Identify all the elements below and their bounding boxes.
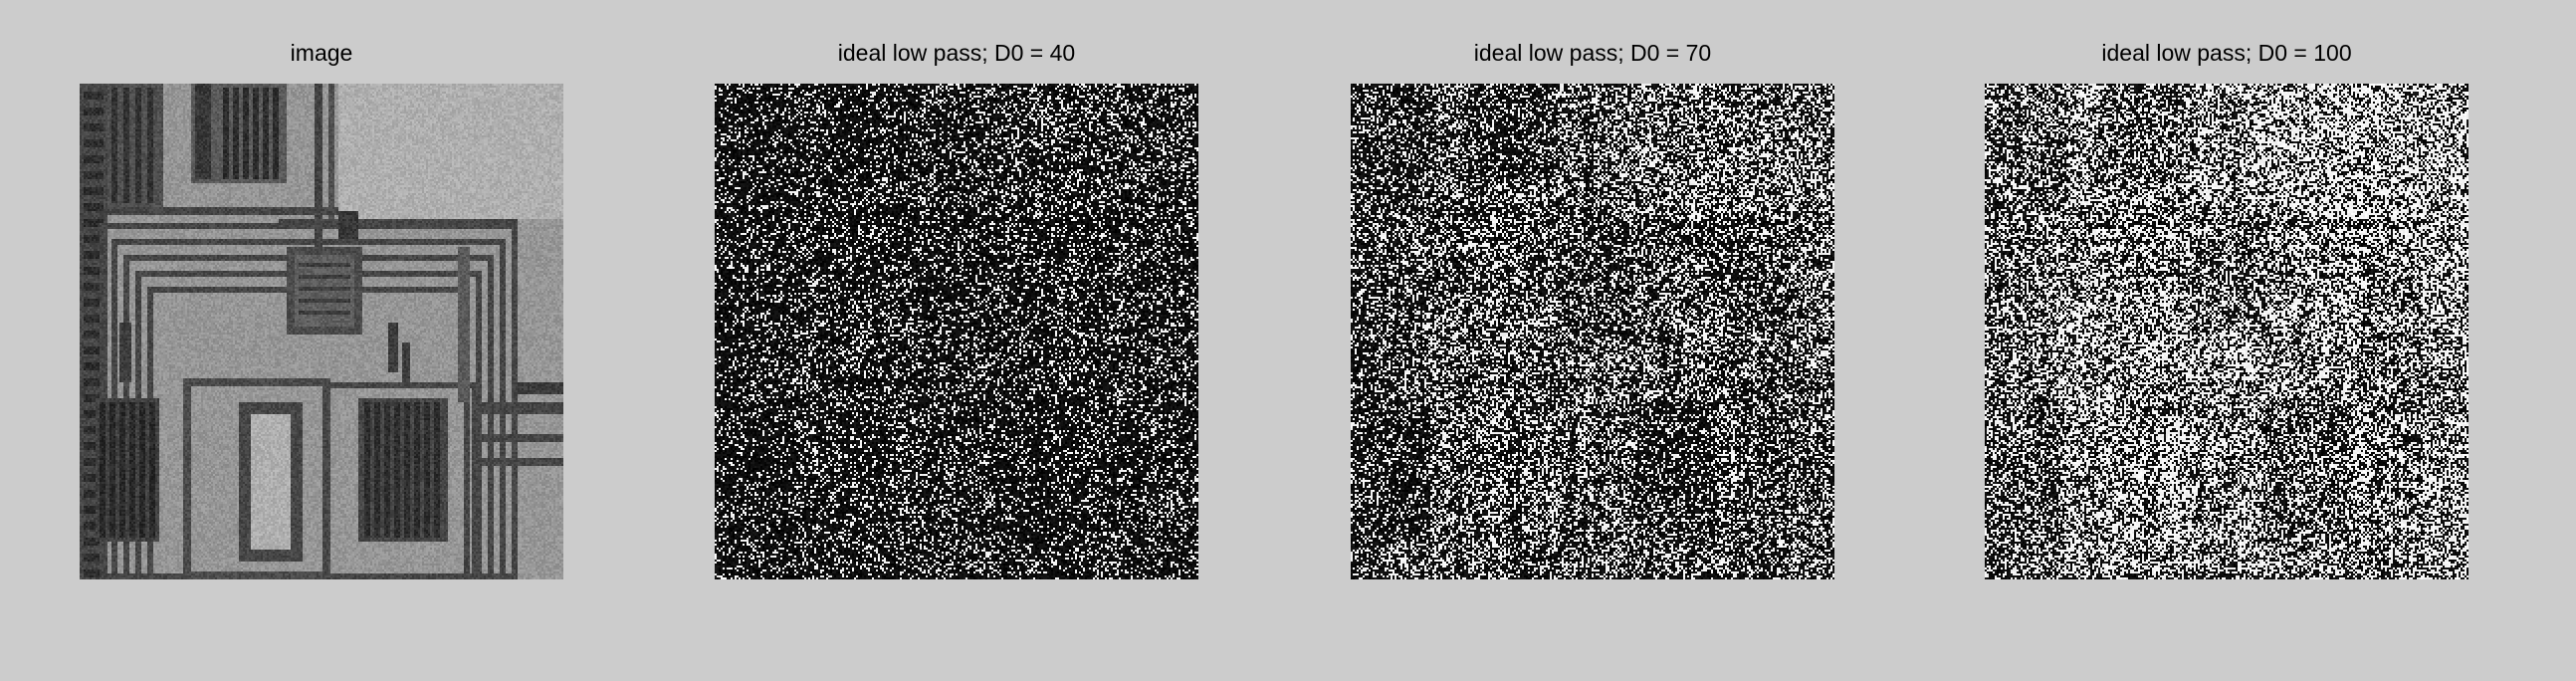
panel-title-d0-40: ideal low pass; D0 = 40 — [837, 40, 1076, 66]
filtered-image-d0-100 — [1985, 84, 2469, 579]
original-image — [80, 84, 563, 579]
filtered-image-d0-70 — [1351, 84, 1834, 579]
filtered-image-d0-40 — [715, 84, 1198, 579]
panel-title-d0-70: ideal low pass; D0 = 70 — [1473, 40, 1712, 66]
panel-title-d0-100: ideal low pass; D0 = 100 — [2101, 40, 2352, 66]
panel-title-original: image — [290, 40, 353, 66]
